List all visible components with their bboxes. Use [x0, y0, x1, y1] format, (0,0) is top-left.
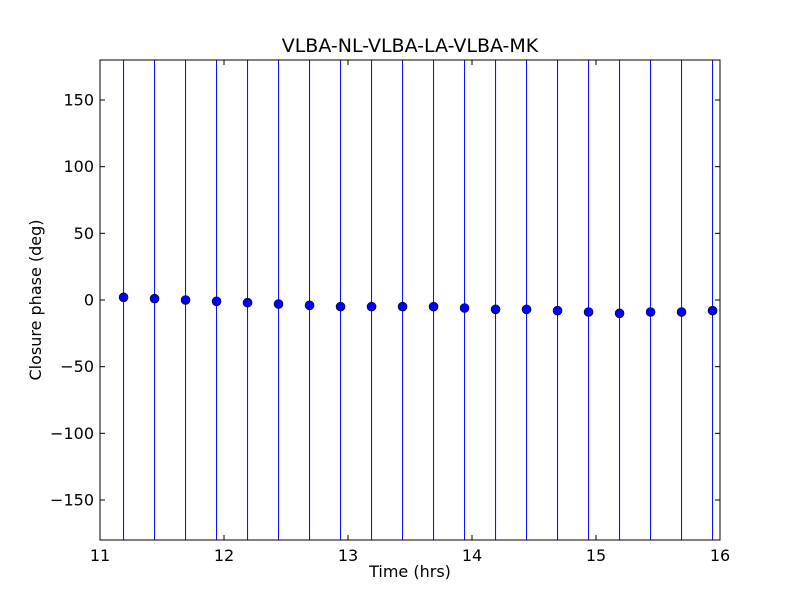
data-points — [118, 292, 718, 319]
x-tick-label: 16 — [710, 546, 730, 565]
data-point — [645, 307, 656, 317]
y-tick-label: −50 — [60, 357, 94, 376]
data-point — [335, 301, 346, 312]
y-tick-label: 150 — [63, 91, 94, 110]
data-point — [366, 301, 377, 312]
y-tick-label: −150 — [50, 491, 94, 510]
data-point — [552, 305, 563, 316]
error-bars — [123, 60, 714, 540]
data-point — [149, 293, 160, 304]
x-tick-label: 15 — [586, 546, 606, 565]
x-tick-label: 14 — [462, 546, 482, 565]
y-ticks: 150 100 50 0 −50 −100 −150 — [50, 91, 720, 510]
data-point — [583, 307, 594, 317]
data-point — [676, 307, 687, 317]
plot-area: 11 12 13 14 15 16 150 100 50 0 −50 −100 −150 — [50, 59, 730, 565]
data-point — [614, 308, 625, 319]
data-point — [707, 305, 718, 316]
y-axis-label: Closure phase (deg) — [26, 219, 45, 380]
x-tick-label: 12 — [214, 546, 234, 565]
data-point — [397, 301, 408, 312]
data-point — [304, 300, 315, 311]
x-tick-label: 11 — [90, 546, 110, 565]
chart-title: VLBA-NL-VLBA-LA-VLBA-MK — [282, 35, 539, 57]
data-point — [490, 304, 501, 315]
x-axis-label: Time (hrs) — [368, 562, 451, 581]
data-point — [521, 304, 532, 315]
y-tick-label: 0 — [84, 291, 94, 310]
data-point — [211, 296, 222, 307]
plot-background — [100, 60, 720, 540]
data-point — [118, 292, 129, 303]
y-tick-label: 100 — [63, 157, 94, 176]
y-tick-label: 50 — [74, 224, 94, 243]
data-point — [459, 303, 470, 313]
data-point — [428, 301, 439, 312]
data-point — [273, 299, 284, 309]
data-point — [242, 297, 253, 308]
x-tick-label: 13 — [338, 546, 358, 565]
x-ticks: 11 12 13 14 15 16 — [90, 60, 730, 565]
data-point — [180, 295, 191, 305]
y-tick-label: −100 — [50, 424, 94, 443]
